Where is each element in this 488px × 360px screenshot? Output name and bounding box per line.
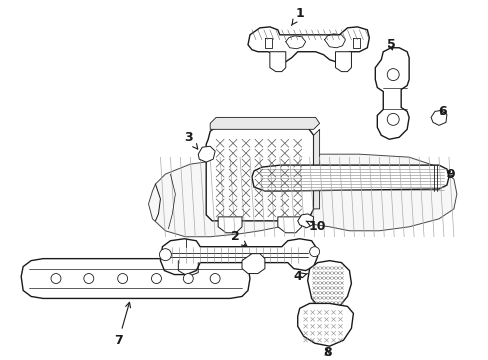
Circle shape xyxy=(210,274,220,284)
Text: 10: 10 xyxy=(305,220,325,233)
Text: 1: 1 xyxy=(291,8,304,26)
Text: 2: 2 xyxy=(230,230,246,246)
Polygon shape xyxy=(242,254,264,274)
Polygon shape xyxy=(206,123,313,221)
Polygon shape xyxy=(247,27,368,62)
Circle shape xyxy=(83,274,94,284)
Polygon shape xyxy=(198,146,215,162)
Polygon shape xyxy=(307,261,351,313)
Polygon shape xyxy=(269,52,285,72)
Polygon shape xyxy=(297,214,313,228)
Text: 4: 4 xyxy=(293,270,307,283)
Text: 7: 7 xyxy=(114,302,130,347)
Circle shape xyxy=(309,247,319,257)
Polygon shape xyxy=(277,217,301,233)
Polygon shape xyxy=(335,52,351,72)
Circle shape xyxy=(159,249,171,261)
Circle shape xyxy=(118,274,127,284)
Polygon shape xyxy=(430,111,446,125)
Circle shape xyxy=(386,113,398,125)
Circle shape xyxy=(151,274,161,284)
Polygon shape xyxy=(160,239,317,275)
Polygon shape xyxy=(218,217,242,233)
Polygon shape xyxy=(21,258,249,298)
Text: 6: 6 xyxy=(438,105,447,118)
Circle shape xyxy=(183,274,193,284)
Polygon shape xyxy=(313,129,319,209)
Circle shape xyxy=(51,274,61,284)
Polygon shape xyxy=(251,165,448,191)
Text: 3: 3 xyxy=(183,131,197,149)
Polygon shape xyxy=(148,154,456,237)
Text: 9: 9 xyxy=(446,168,454,181)
Polygon shape xyxy=(210,117,319,129)
Circle shape xyxy=(386,69,398,81)
Text: 8: 8 xyxy=(323,346,331,359)
Polygon shape xyxy=(297,303,353,346)
Polygon shape xyxy=(375,48,408,139)
Text: 5: 5 xyxy=(386,38,395,51)
